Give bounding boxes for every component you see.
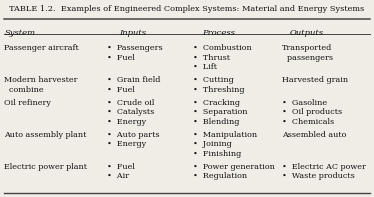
Text: •  Combustion: • Combustion <box>193 44 251 52</box>
Text: Process: Process <box>202 29 235 37</box>
Text: combine: combine <box>4 86 44 94</box>
Text: •  Fuel: • Fuel <box>107 86 135 94</box>
Text: •  Regulation: • Regulation <box>193 172 247 180</box>
Text: Oil refinery: Oil refinery <box>4 99 51 107</box>
Text: •  Oil products: • Oil products <box>282 108 343 116</box>
Text: Assembled auto: Assembled auto <box>282 131 347 139</box>
Text: •  Manipulation: • Manipulation <box>193 131 257 139</box>
Text: •  Thrust: • Thrust <box>193 54 230 62</box>
Text: •  Power generation: • Power generation <box>193 163 275 171</box>
Text: •  Air: • Air <box>107 172 129 180</box>
Text: •  Gasoline: • Gasoline <box>282 99 328 107</box>
Text: •  Blending: • Blending <box>193 118 239 126</box>
Text: Passenger aircraft: Passenger aircraft <box>4 44 79 52</box>
Text: •  Cracking: • Cracking <box>193 99 240 107</box>
Text: •  Auto parts: • Auto parts <box>107 131 159 139</box>
Text: •  Cutting: • Cutting <box>193 76 233 84</box>
Text: •  Catalysts: • Catalysts <box>107 108 154 116</box>
Text: TABLE 1.2.  Examples of Engineered Complex Systems: Material and Energy Systems: TABLE 1.2. Examples of Engineered Comple… <box>9 5 365 13</box>
Text: Transported: Transported <box>282 44 332 52</box>
Text: •  Finishing: • Finishing <box>193 150 241 158</box>
Text: passengers: passengers <box>282 54 333 62</box>
Text: •  Energy: • Energy <box>107 140 146 148</box>
Text: •  Chemicals: • Chemicals <box>282 118 334 126</box>
Text: Electric power plant: Electric power plant <box>4 163 88 171</box>
Text: •  Threshing: • Threshing <box>193 86 244 94</box>
Text: •  Passengers: • Passengers <box>107 44 162 52</box>
Text: System: System <box>4 29 36 37</box>
Text: •  Joining: • Joining <box>193 140 232 148</box>
Text: •  Energy: • Energy <box>107 118 146 126</box>
Text: •  Electric AC power: • Electric AC power <box>282 163 366 171</box>
Text: Outputs: Outputs <box>290 29 324 37</box>
Text: Inputs: Inputs <box>119 29 146 37</box>
Text: Auto assembly plant: Auto assembly plant <box>4 131 87 139</box>
Text: Modern harvester: Modern harvester <box>4 76 78 84</box>
Text: •  Fuel: • Fuel <box>107 163 135 171</box>
Text: •  Fuel: • Fuel <box>107 54 135 62</box>
Text: •  Crude oil: • Crude oil <box>107 99 154 107</box>
Text: Harvested grain: Harvested grain <box>282 76 349 84</box>
Text: •  Lift: • Lift <box>193 63 217 71</box>
Text: •  Grain field: • Grain field <box>107 76 160 84</box>
Text: •  Separation: • Separation <box>193 108 247 116</box>
Text: •  Waste products: • Waste products <box>282 172 355 180</box>
